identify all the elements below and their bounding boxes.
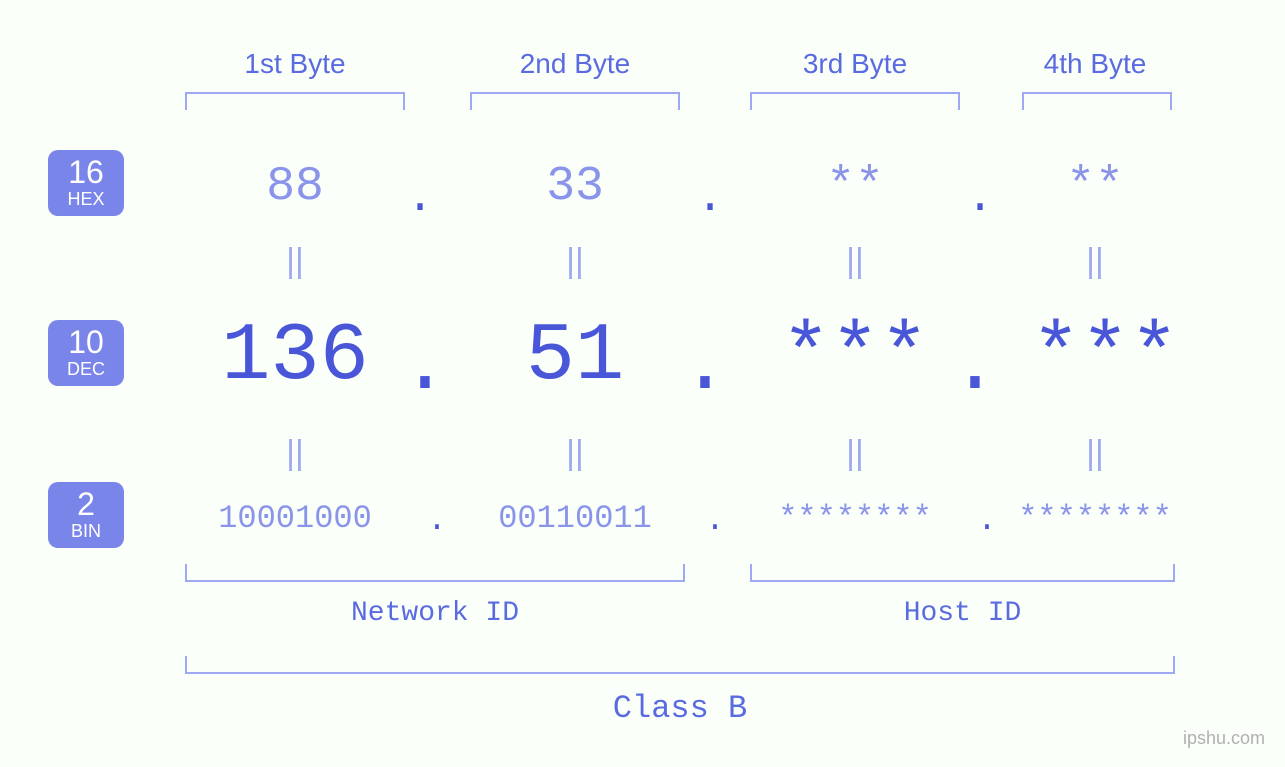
label-host-id: Host ID xyxy=(750,598,1175,629)
eq-bot-2: || xyxy=(470,434,680,473)
badge-hex-txt: HEX xyxy=(48,190,124,208)
dec-byte-1: 136 xyxy=(180,310,410,403)
bracket-byte-2 xyxy=(470,92,680,110)
bin-byte-2: 00110011 xyxy=(445,500,705,537)
hex-dot-1: . xyxy=(400,172,440,224)
bin-dot-1: . xyxy=(422,502,452,539)
badge-bin: 2 BIN xyxy=(48,482,124,548)
badge-dec: 10 DEC xyxy=(48,320,124,386)
byte-header-4: 4th Byte xyxy=(1020,48,1170,80)
label-network-id: Network ID xyxy=(185,598,685,629)
byte-header-1: 1st Byte xyxy=(190,48,400,80)
dec-dot-3: . xyxy=(950,320,1000,413)
watermark: ipshu.com xyxy=(1183,728,1265,749)
badge-dec-txt: DEC xyxy=(48,360,124,378)
hex-byte-4: ** xyxy=(1020,160,1170,214)
badge-hex: 16 HEX xyxy=(48,150,124,216)
bin-dot-2: . xyxy=(700,502,730,539)
eq-bot-3: || xyxy=(750,434,960,473)
byte-header-3: 3rd Byte xyxy=(750,48,960,80)
bin-byte-4: ******** xyxy=(975,500,1215,537)
ip-diagram: 1st Byte 2nd Byte 3rd Byte 4th Byte 16 H… xyxy=(0,0,1285,767)
bin-dot-3: . xyxy=(972,502,1002,539)
badge-dec-num: 10 xyxy=(48,326,124,358)
hex-byte-1: 88 xyxy=(190,160,400,214)
bin-byte-1: 10001000 xyxy=(165,500,425,537)
dec-dot-2: . xyxy=(680,320,730,413)
bin-byte-3: ******** xyxy=(725,500,985,537)
eq-top-4: || xyxy=(1020,242,1170,281)
bracket-byte-1 xyxy=(185,92,405,110)
bracket-byte-4 xyxy=(1022,92,1172,110)
byte-header-2: 2nd Byte xyxy=(470,48,680,80)
hex-dot-2: . xyxy=(690,172,730,224)
bracket-byte-3 xyxy=(750,92,960,110)
dec-dot-1: . xyxy=(400,320,450,413)
badge-hex-num: 16 xyxy=(48,156,124,188)
hex-byte-2: 33 xyxy=(470,160,680,214)
bracket-network-id xyxy=(185,564,685,582)
bracket-class xyxy=(185,656,1175,674)
hex-dot-3: . xyxy=(960,172,1000,224)
eq-bot-4: || xyxy=(1020,434,1170,473)
bracket-host-id xyxy=(750,564,1175,582)
eq-bot-1: || xyxy=(190,434,400,473)
hex-byte-3: ** xyxy=(750,160,960,214)
eq-top-3: || xyxy=(750,242,960,281)
dec-byte-2: 51 xyxy=(460,310,690,403)
eq-top-2: || xyxy=(470,242,680,281)
eq-top-1: || xyxy=(190,242,400,281)
badge-bin-num: 2 xyxy=(48,488,124,520)
label-class: Class B xyxy=(185,690,1175,727)
dec-byte-4: *** xyxy=(990,310,1220,403)
dec-byte-3: *** xyxy=(740,310,970,403)
badge-bin-txt: BIN xyxy=(48,522,124,540)
